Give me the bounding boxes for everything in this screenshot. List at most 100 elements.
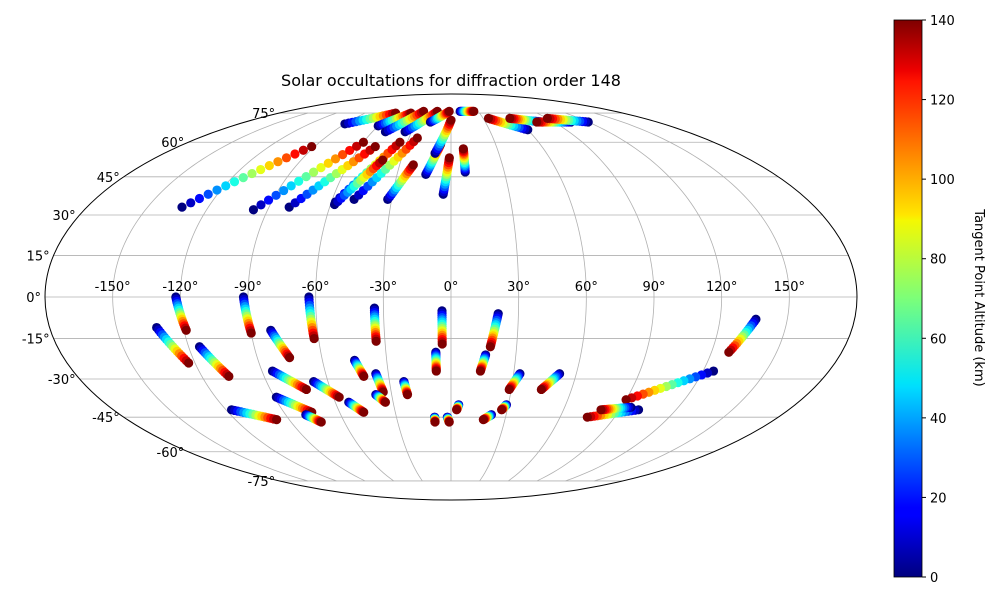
colorbar-tick-label: 100 [930,173,955,188]
data-point [371,336,381,346]
occultation-track [309,377,344,402]
latitude-tick-label: -45° [92,411,120,426]
occultation-track [437,306,447,349]
data-point [497,405,507,415]
occultation-track [536,369,565,395]
data-point [246,328,256,338]
occultation-track [442,412,454,427]
occultation-track [329,155,388,210]
occultation-tracks [152,106,761,427]
occultation-track [383,160,418,204]
data-point [334,392,344,402]
data-point [338,150,348,160]
occultation-track [399,377,413,400]
longitude-tick-label: 60° [575,280,598,295]
occultation-track [349,133,422,204]
data-point [582,412,592,422]
occultation-track [458,144,470,177]
data-point [186,198,196,208]
data-point [596,405,606,415]
colorbar-tick-label: 0 [930,571,938,586]
data-point [309,333,319,344]
data-point [504,384,514,395]
occultation-track [371,369,388,397]
data-point [256,164,266,175]
data-point [307,141,317,152]
longitude-labels: -150° -120° -90° -60° -30° 0° 30° 60° 90° 120° 150… [95,280,805,295]
data-point [323,158,333,168]
data-point [359,407,369,417]
meridian-line [479,112,520,482]
longitude-tick-label: -120° [162,280,198,295]
occultation-track [452,400,464,415]
data-point [238,173,248,183]
longitude-tick-label: -30° [369,280,397,295]
occultation-track [301,410,326,427]
data-point [177,202,187,212]
data-point [536,384,546,395]
data-point [478,415,488,425]
data-point [316,417,326,427]
data-point [301,172,311,182]
colorbar-gradient [893,19,923,578]
occultation-track [596,402,636,415]
data-point [412,133,422,143]
data-point [402,390,413,400]
data-point [330,154,341,164]
data-point [444,417,454,427]
data-point [483,113,494,123]
occultation-track [371,390,391,407]
meridian-line [508,112,587,482]
data-point [309,167,319,177]
colorbar-label: Tangent Point Altitude (km) [971,208,986,386]
occultation-track [431,347,441,376]
data-point [247,168,257,179]
data-point [248,205,259,215]
longitude-tick-label: -90° [234,280,262,295]
data-point [263,195,274,205]
occultation-track [349,355,369,381]
latitude-tick-label: 45° [97,171,120,186]
data-point [430,417,440,427]
occultation-track [369,303,381,346]
data-point [229,177,240,187]
data-point [203,189,213,199]
data-point [264,161,274,171]
chart-title: Solar occultations for diffraction order… [281,71,621,90]
latitude-tick-label: 0° [26,291,41,306]
data-point [380,397,391,407]
longitude-tick-label: -150° [95,280,131,295]
meridian-line [536,112,655,482]
occultation-track [177,141,317,212]
longitude-tick-label: 0° [444,280,459,295]
meridian-line [112,112,308,482]
data-point [284,353,295,363]
data-point [184,358,194,368]
occultation-track [621,366,719,405]
data-point [279,185,289,196]
data-point [221,181,231,191]
data-point [395,137,405,147]
colorbar-tick-label: 80 [930,253,947,268]
occultation-track [483,113,533,135]
data-point [475,366,485,376]
data-point [358,137,369,147]
occultation-track [724,314,761,357]
data-point [542,113,552,123]
data-point [437,339,447,349]
latitude-tick-label: -15° [22,333,50,348]
latitude-tick-label: 30° [53,209,76,224]
longitude-tick-label: 90° [642,280,665,295]
data-point [298,145,308,155]
latitude-tick-label: -60° [157,446,185,461]
data-point [532,117,542,127]
data-point [256,200,266,210]
data-point [271,190,281,200]
data-point [194,193,205,204]
data-point [352,141,362,151]
map-boundary [44,93,858,501]
data-point [485,342,495,352]
occultation-track [194,342,234,381]
colorbar-ticks: 0 20 40 60 80 100 120 140 [922,14,955,586]
